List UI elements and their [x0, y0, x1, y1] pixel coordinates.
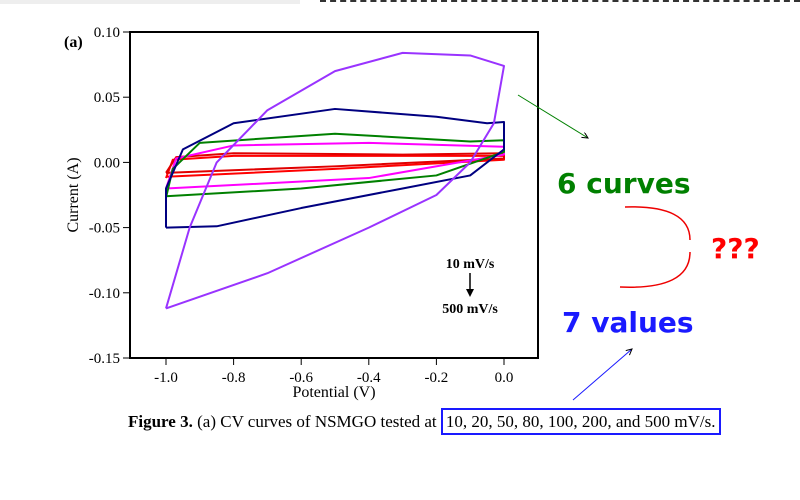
caption-figure-label: Figure 3.: [128, 412, 193, 431]
plot-frame: [129, 31, 539, 359]
curves-annotation: 6 curves: [557, 167, 691, 200]
cv-curve-navy: [165, 107, 505, 229]
caption-text: (a) CV curves of NSMGO tested at: [197, 412, 437, 431]
legend-arrow-head: [466, 289, 474, 297]
x-axis-label: Potential (V): [292, 384, 375, 401]
y-tick-label: 0.10: [94, 25, 120, 41]
y-tick-label: 0.05: [94, 90, 120, 106]
question-annotation: ???: [711, 232, 760, 265]
y-tick-label: -0.05: [89, 221, 120, 237]
caption-highlight: 10, 20, 50, 80, 100, 200, and 500 mV/s.: [440, 408, 721, 435]
y-tick-label: -0.10: [89, 286, 120, 302]
red-brace-top: [624, 206, 691, 241]
green-arrow: [517, 94, 588, 138]
x-tick-label: -1.0: [154, 370, 178, 386]
y-tick-label: -0.15: [89, 351, 120, 367]
figure-caption: Figure 3. (a) CV curves of NSMGO tested …: [128, 408, 721, 435]
cv-curve-green: [165, 132, 505, 198]
panel-label: (a): [64, 34, 83, 51]
y-tick-label: 0.00: [94, 155, 120, 171]
x-tick-label: 0.0: [495, 370, 514, 386]
x-tick-label: -0.8: [222, 370, 246, 386]
cv-curve-purple: [165, 51, 505, 310]
legend-bottom: 500 mV/s: [442, 302, 498, 317]
red-brace-bottom: [619, 251, 691, 288]
top-text-fragment: [320, 0, 800, 5]
legend-top: 10 mV/s: [446, 257, 495, 272]
blue-arrow: [572, 349, 632, 401]
top-bar: [0, 0, 300, 4]
x-tick-label: -0.4: [357, 370, 381, 386]
x-tick-label: -0.2: [425, 370, 449, 386]
y-axis-label: Current (A): [65, 157, 82, 232]
x-tick-label: -0.6: [289, 370, 313, 386]
values-annotation: 7 values: [562, 306, 694, 339]
